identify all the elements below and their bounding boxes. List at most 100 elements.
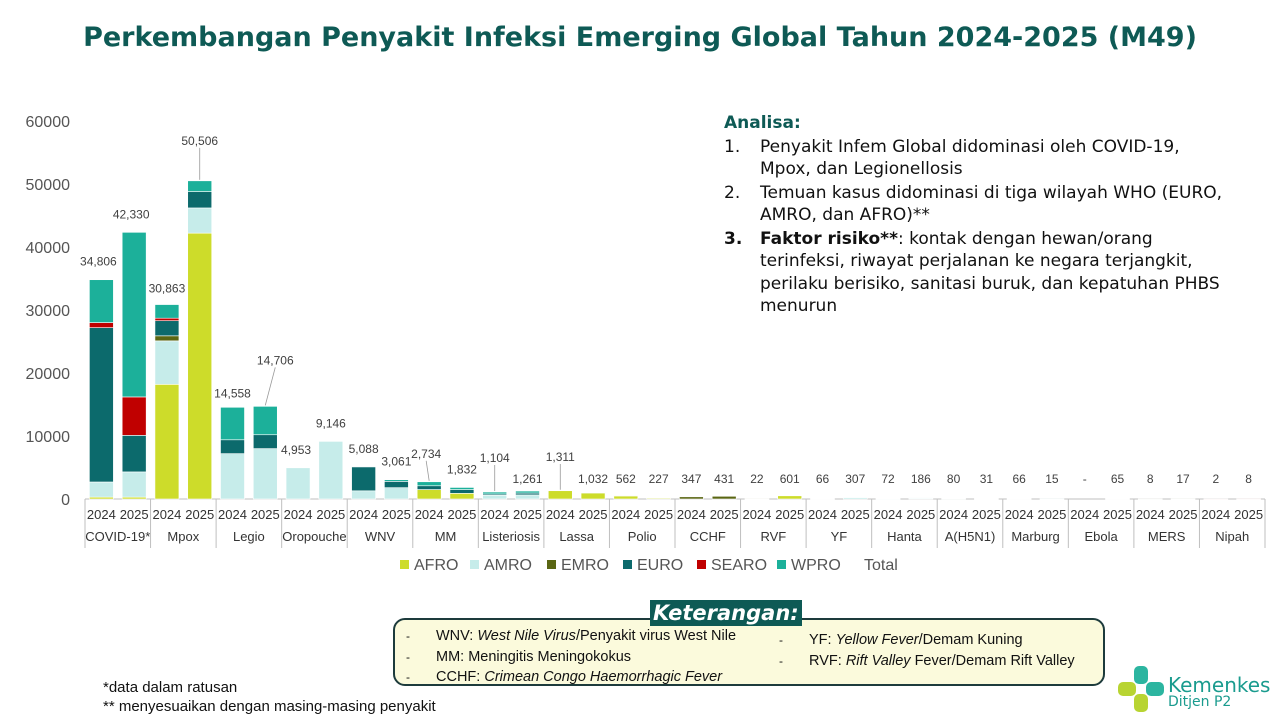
total-data-label: 1,261 [512, 472, 542, 486]
x-year-label: 2025 [513, 507, 542, 522]
total-data-label: 34,806 [80, 255, 117, 269]
bar-segment [154, 317, 180, 322]
bar-segment [974, 498, 999, 500]
x-category-label: WNV [365, 529, 396, 544]
x-year-label: 2024 [1136, 507, 1165, 522]
analysis-number: 1. [724, 136, 741, 157]
analysis-bold-text: Faktor risiko** [760, 228, 898, 249]
x-year-label: 2024 [415, 507, 444, 522]
bar-segment [941, 498, 966, 500]
x-year-label: 2024 [546, 507, 575, 522]
x-year-label: 2025 [251, 507, 280, 522]
leader-line [425, 460, 430, 481]
analysis-item: 1. Penyakit Infem Global didominasi oleh… [724, 136, 1224, 181]
bar-segment [89, 327, 114, 483]
x-category-label: Nipah [1215, 529, 1249, 544]
bar-segment [744, 498, 770, 500]
x-category-label: MM [435, 529, 457, 544]
keterangan-row: - WNV: West Nile Virus/Penyakit virus Wes… [406, 626, 736, 647]
x-year-label: 2025 [775, 507, 804, 522]
legend-label: WPRO [791, 557, 841, 574]
total-data-label: 72 [881, 472, 895, 486]
bar-segment [220, 439, 245, 454]
bar-segment [252, 448, 278, 500]
y-tick-label: 20000 [26, 366, 71, 383]
total-data-label: 22 [750, 472, 764, 486]
bar-segment [515, 490, 540, 494]
bar-segment [154, 384, 180, 500]
total-data-label: 66 [1012, 472, 1026, 486]
x-year-label: 2024 [1070, 507, 1099, 522]
logo-mark-icon [1118, 666, 1164, 712]
analysis-text: Penyakit Infem Global didominasi oleh CO… [760, 136, 1180, 180]
x-year-label: 2025 [1234, 507, 1263, 522]
x-category-label: Oropouche [282, 529, 346, 544]
bar-segment [875, 498, 901, 500]
x-year-label: 2025 [1037, 507, 1066, 522]
bar-segment [416, 489, 442, 500]
total-data-label: 186 [911, 472, 931, 486]
italic-text: Crimean Congo Haemorrhagic Fever [484, 669, 723, 685]
keterangan-row: - YF: Yellow Fever/Demam Kuning [779, 630, 1075, 651]
x-year-label: 2025 [579, 507, 608, 522]
keterangan-row: - RVF: Rift Valley Fever/Demam Rift Valle… [779, 651, 1075, 672]
abbr: MM: [436, 648, 465, 665]
total-data-label: 17 [1176, 472, 1190, 486]
italic-text: West Nile Virus [477, 628, 576, 644]
x-year-label: 2024 [677, 507, 706, 522]
total-data-label: 601 [780, 472, 800, 486]
abbr: YF: [809, 632, 832, 648]
total-data-label: 2,734 [411, 447, 441, 461]
analysis-rest-text: : kontak dengan hewan/orang terinfeksi, … [760, 228, 1220, 317]
y-tick-label: 30000 [26, 303, 71, 320]
x-year-label: 2025 [316, 507, 345, 522]
bar-segment [351, 490, 376, 500]
total-data-label: 14,706 [257, 353, 294, 367]
bar-segment [547, 490, 573, 500]
x-category-label: MERS [1148, 529, 1186, 544]
bar-segment [1039, 498, 1065, 500]
bar-segment [1170, 498, 1196, 500]
legend-swatch [777, 560, 786, 569]
x-year-label: 2025 [841, 507, 870, 522]
bar-segment [154, 320, 180, 337]
bar-segment [154, 335, 180, 342]
leader-line [264, 367, 276, 406]
bar-segment [580, 492, 606, 494]
analysis-text: Faktor risiko**: kontak dengan hewan/ora… [760, 228, 1224, 318]
bar-segment [384, 481, 409, 488]
x-category-label: Lassa [559, 529, 594, 544]
x-year-label: 2024 [611, 507, 640, 522]
bar-segment [220, 453, 245, 500]
bar-segment [89, 279, 114, 323]
x-category-label: Legio [233, 529, 265, 544]
x-category-label: Marburg [1011, 529, 1059, 544]
total-data-label: 50,506 [181, 134, 218, 148]
analysis-item: 2. Temuan kasus didominasi di tiga wilay… [724, 182, 1224, 227]
analysis-number: 2. [724, 182, 741, 203]
rest-text: /Penyakit virus West Nile [575, 628, 737, 644]
legend-swatch [623, 560, 632, 569]
legend-label: Total [864, 557, 898, 574]
bar-segment [252, 434, 278, 449]
bar-segment [449, 489, 475, 494]
bar-segment [1105, 498, 1130, 500]
bar-segment [1236, 498, 1261, 500]
dash: - [406, 629, 410, 643]
dash: - [779, 633, 783, 647]
x-year-label: 2024 [874, 507, 903, 522]
total-data-label: 65 [1111, 472, 1125, 486]
x-category-label: Mpox [167, 529, 199, 544]
footnotes: *data dalam ratusan ** menyesuaikan deng… [103, 678, 436, 716]
x-year-label: 2024 [808, 507, 837, 522]
bar-segment [1137, 498, 1163, 500]
total-data-label: 562 [616, 472, 636, 486]
x-category-label: Polio [628, 529, 657, 544]
rest-text: Fever/Demam Rift Valley [910, 652, 1075, 669]
total-data-label: 227 [649, 472, 669, 486]
x-year-label: 2025 [1169, 507, 1198, 522]
x-category-label: A(H5N1) [945, 529, 996, 544]
analysis-heading: Analisa: [724, 113, 801, 133]
x-year-label: 2025 [185, 507, 214, 522]
analysis-panel: Analisa: 1. Penyakit Infem Global didomi… [724, 112, 1224, 318]
